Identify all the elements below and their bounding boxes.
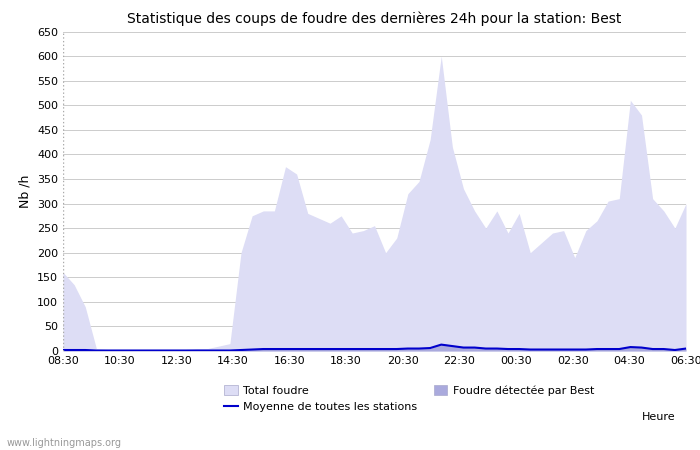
Text: www.lightningmaps.org: www.lightningmaps.org	[7, 438, 122, 448]
Y-axis label: Nb /h: Nb /h	[18, 175, 32, 208]
Text: Heure: Heure	[642, 412, 675, 422]
Legend: Total foudre, Moyenne de toutes les stations, Foudre détectée par Best: Total foudre, Moyenne de toutes les stat…	[224, 385, 594, 412]
Title: Statistique des coups de foudre des dernières 24h pour la station: Best: Statistique des coups de foudre des dern…	[127, 12, 622, 26]
